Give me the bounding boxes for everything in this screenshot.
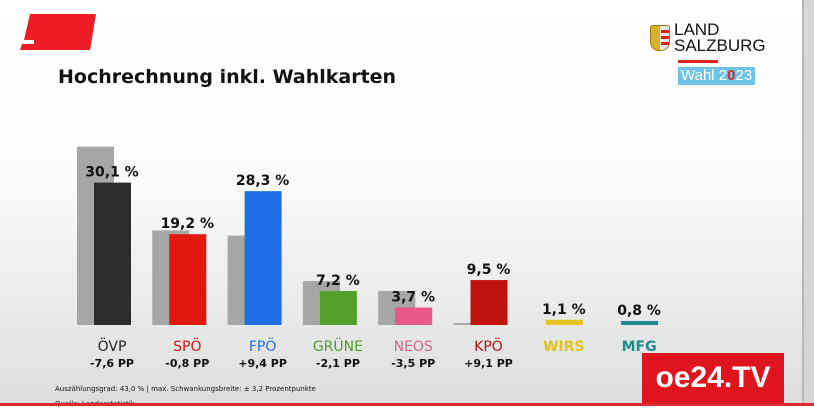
change-label-5: +9,1 PP xyxy=(464,357,513,370)
change-label-0: -7,6 PP xyxy=(90,357,134,370)
category-label-7: MFG xyxy=(622,339,657,355)
current-bar-1 xyxy=(169,234,207,325)
logo-line2: SALZBURG xyxy=(674,36,766,55)
change-label-3: -2,1 PP xyxy=(316,357,360,370)
oe24-tv-logo: oe24.TV xyxy=(642,353,784,403)
wahl-badge: Wahl 2023 xyxy=(678,67,756,85)
change-label-1: -0,8 PP xyxy=(165,357,209,370)
value-label-7: 0,8 % xyxy=(617,303,661,319)
oe24-corner-logo xyxy=(20,14,96,50)
current-bar-3 xyxy=(319,290,357,325)
current-bar-4 xyxy=(395,307,433,325)
bar-chart: 30,1 % ÖVP -7,6 PP 19,2 % SPÖ -0,8 PP 28,3 % FP… xyxy=(77,146,661,370)
value-label-3: 7,2 % xyxy=(316,273,360,289)
value-label-2: 28,3 % xyxy=(236,173,289,189)
category-label-3: GRÜNE xyxy=(313,337,363,355)
value-label-0: 30,1 % xyxy=(85,165,138,181)
change-label-2: +9,4 PP xyxy=(238,357,287,370)
category-label-6: WIRS xyxy=(543,339,585,355)
salzburg-crest-icon xyxy=(650,25,670,51)
window-edge xyxy=(802,0,814,406)
category-label-2: FPÖ xyxy=(249,337,277,355)
category-label-1: SPÖ xyxy=(173,337,201,355)
category-label-5: KPÖ xyxy=(474,337,503,355)
bottom-red-line xyxy=(0,403,814,406)
current-bar-2 xyxy=(244,191,282,325)
current-bar-0 xyxy=(94,182,131,325)
footnote: Auszählungsgrad: 43,0 % | max. Schwankun… xyxy=(55,385,316,393)
value-label-6: 1,1 % xyxy=(542,302,586,318)
value-label-1: 19,2 % xyxy=(161,216,214,232)
current-bar-6 xyxy=(545,319,583,325)
logo-line1: LAND xyxy=(674,20,720,39)
change-label-4: -3,5 PP xyxy=(391,357,435,370)
current-bar-7 xyxy=(621,321,659,325)
value-label-5: 9,5 % xyxy=(467,262,511,278)
category-label-4: NEOS xyxy=(394,339,433,355)
value-label-4: 3,7 % xyxy=(391,289,435,305)
current-bar-5 xyxy=(470,280,508,325)
category-label-0: ÖVP xyxy=(98,337,127,355)
chart-title: Hochrechnung inkl. Wahlkarten xyxy=(58,66,397,88)
